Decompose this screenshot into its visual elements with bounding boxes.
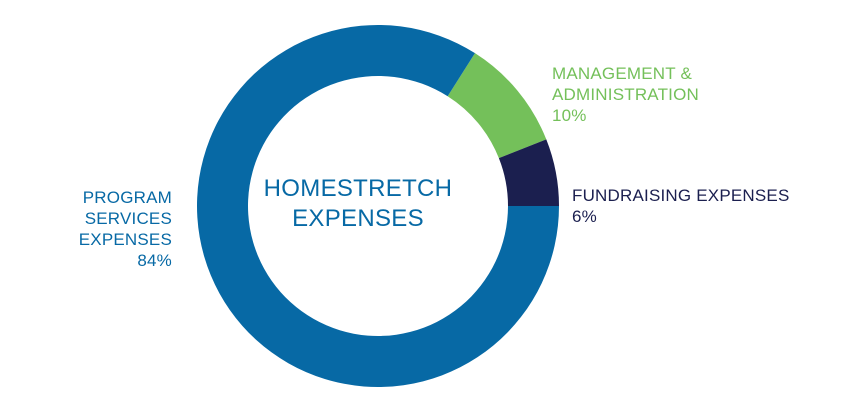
slice-value-label: 10% (552, 106, 587, 125)
slice-fundraising (498, 139, 559, 206)
slice-label-line: SERVICES (84, 209, 172, 228)
donut-slices (197, 25, 560, 387)
slice-label-fundraising: FUNDRAISING EXPENSES 6% (572, 185, 790, 227)
slice-label-management: MANAGEMENT & ADMINISTRATION 10% (552, 63, 699, 126)
chart-title-line-2: EXPENSES (292, 205, 424, 232)
slice-value-label: 84% (137, 251, 172, 270)
slice-label-program-services: PROGRAM SERVICES EXPENSES 84% (79, 187, 172, 271)
slice-label-line: MANAGEMENT & (552, 64, 692, 83)
slice-label-line: FUNDRAISING EXPENSES (572, 186, 790, 205)
chart-title-line-1: HOMESTRETCH (263, 175, 453, 202)
chart-title: HOMESTRETCH EXPENSES (243, 174, 473, 234)
slice-management-administration (447, 53, 547, 159)
slice-value-label: 6% (572, 207, 597, 226)
slice-label-line: ADMINISTRATION (552, 85, 699, 104)
slice-label-line: PROGRAM (82, 188, 172, 207)
slice-label-line: EXPENSES (78, 230, 172, 249)
